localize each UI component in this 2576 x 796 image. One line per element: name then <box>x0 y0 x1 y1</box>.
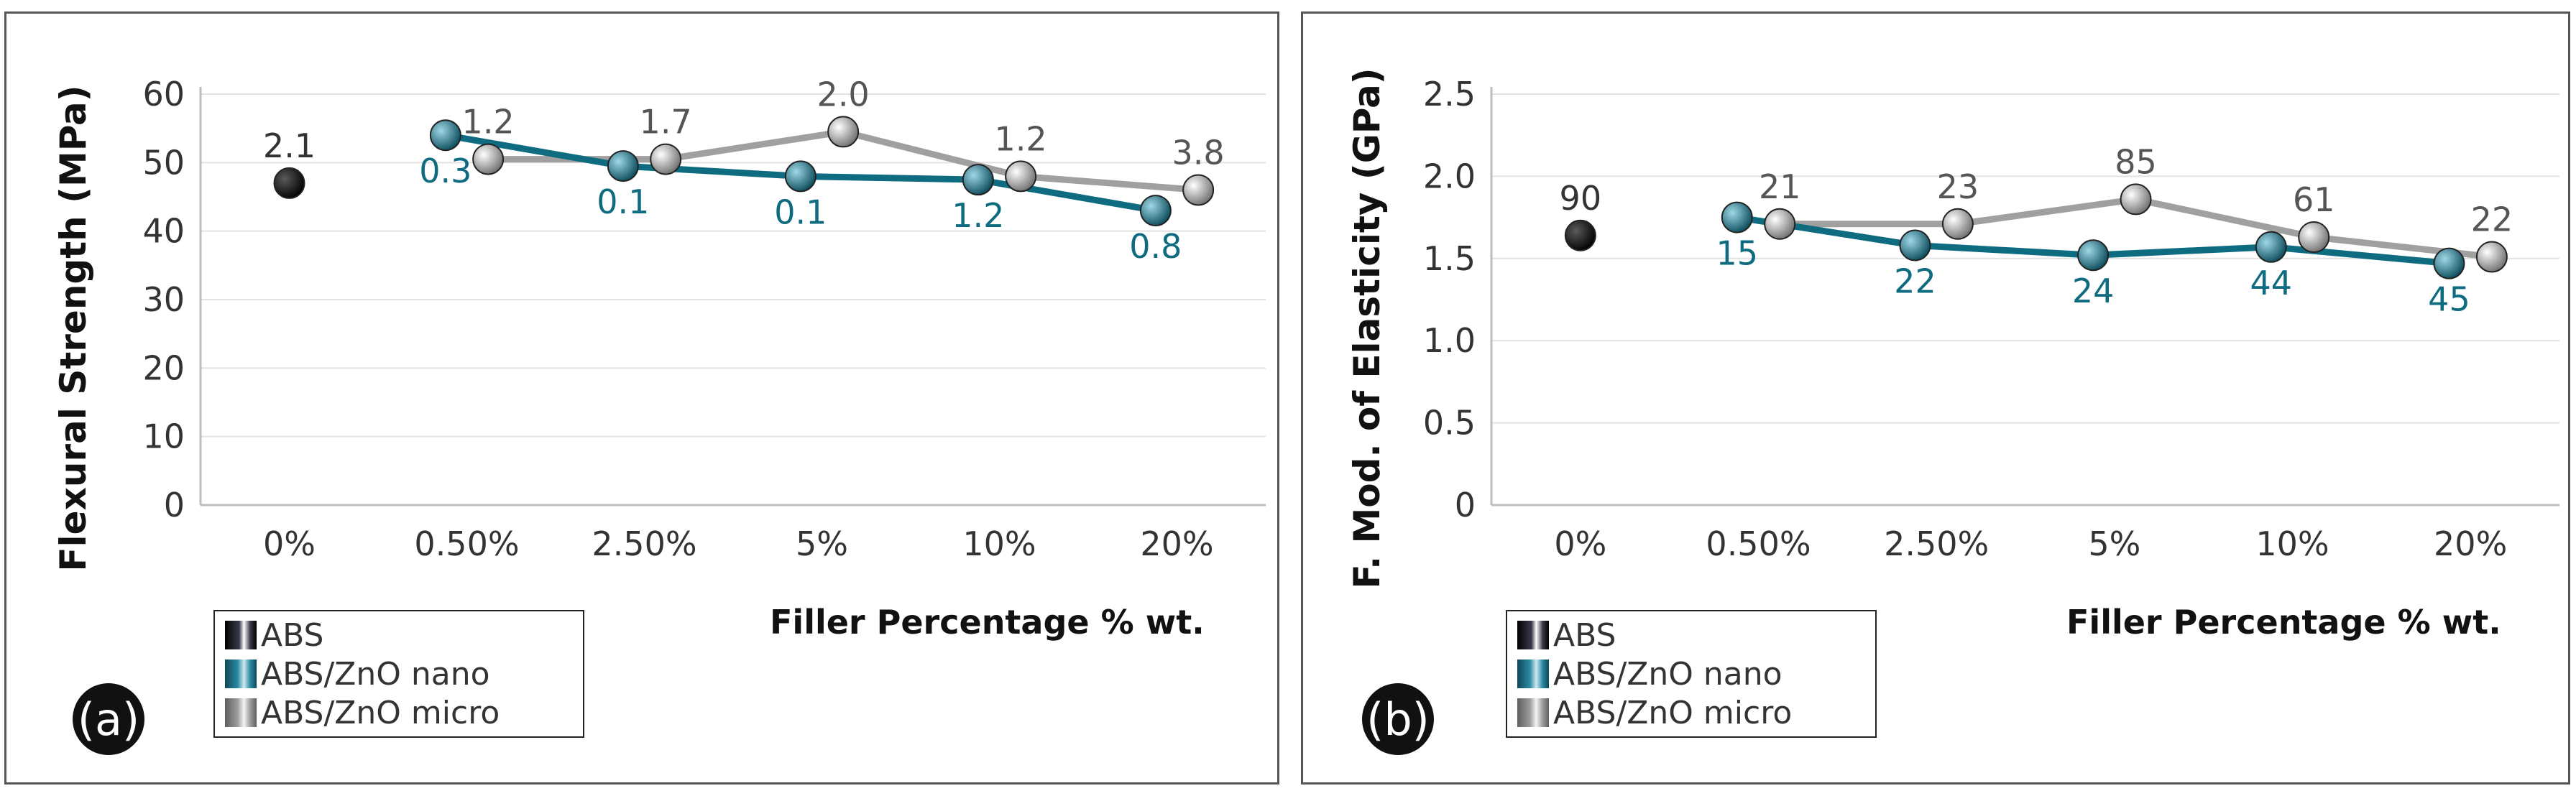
legend-label: ABS/ZnO micro <box>1553 694 1793 731</box>
chart-a-xlabel: Filler Percentage % wt. <box>770 603 1205 642</box>
data-point-micro <box>1182 174 1215 206</box>
data-point-nano <box>1139 195 1172 227</box>
x-tick-label: 10% <box>962 524 1036 563</box>
y-tick-label: 2.5 <box>1423 75 1476 114</box>
data-label-nano: 44 <box>2250 264 2293 302</box>
legend-label: ABS/ZnO nano <box>261 655 490 693</box>
legend-item-nano: ABS/ZnO nano <box>1517 654 1865 693</box>
data-point-micro <box>650 143 682 175</box>
y-tick-label: 20 <box>142 348 185 387</box>
y-tick-label: 30 <box>142 280 185 319</box>
data-label-micro: 1.2 <box>995 119 1047 158</box>
data-point-nano <box>607 150 639 182</box>
data-label-micro: 1.2 <box>462 103 515 142</box>
y-tick-label: 1.5 <box>1423 239 1476 278</box>
micro-swatch-icon <box>225 698 257 727</box>
y-tick-label: 1.0 <box>1423 321 1476 360</box>
chart-b-legend: ABS ABS/ZnO nano ABS/ZnO micro <box>1506 610 1877 738</box>
chart-a-svg: 0 10 20 30 40 50 60 0% 0.50% 2.50% 5% 10% 20% Flexura… <box>52 75 1266 572</box>
data-label-micro: 21 <box>1759 167 1801 206</box>
legend-label: ABS <box>261 616 324 654</box>
data-point-nano <box>2255 231 2287 263</box>
data-point-nano <box>2433 247 2465 279</box>
data-point-nano <box>2077 239 2110 272</box>
data-point-abs <box>273 167 305 199</box>
data-point-micro <box>827 116 860 148</box>
abs-swatch-icon <box>1517 621 1549 649</box>
x-tick-label: 0.50% <box>414 524 519 563</box>
data-label-micro: 85 <box>2115 142 2157 181</box>
chart-a-legend: ABS ABS/ZnO nano ABS/ZnO micro <box>213 610 584 738</box>
x-tick-label: 5% <box>2088 524 2140 563</box>
y-tick-label: 2.0 <box>1423 157 1476 195</box>
chart-panel-b: 0 0.5 1.0 1.5 2.0 2.5 0% 0.50% 2.50% 5% 10% 20% F. M… <box>1301 11 2570 785</box>
y-tick-label: 10 <box>142 417 185 456</box>
nano-swatch-icon <box>1517 660 1549 688</box>
panel-a-label: (a) <box>73 683 144 755</box>
data-point-micro <box>472 143 505 175</box>
x-tick-label: 5% <box>796 524 848 563</box>
data-point-nano <box>962 164 994 196</box>
y-tick-label: 40 <box>142 212 185 251</box>
data-label-micro: 23 <box>1937 167 1979 206</box>
y-tick-label: 50 <box>142 143 185 182</box>
nano-swatch-icon <box>225 660 257 688</box>
data-point-micro <box>2120 183 2152 216</box>
legend-label: ABS/ZnO micro <box>261 694 500 731</box>
data-point-micro <box>2475 241 2508 273</box>
data-point-nano <box>1899 229 1931 262</box>
x-tick-label: 20% <box>2434 524 2507 563</box>
data-label-nano: 0.3 <box>419 152 472 190</box>
data-label-micro: 61 <box>2293 180 2335 219</box>
data-label-nano: 22 <box>1894 262 1936 300</box>
y-tick-label: 0 <box>1455 486 1476 524</box>
data-point-nano <box>429 119 461 152</box>
data-label-micro: 22 <box>2471 200 2513 239</box>
data-label-nano: 15 <box>1716 234 1759 273</box>
x-tick-label: 20% <box>1140 524 1213 563</box>
data-label-nano: 0.1 <box>774 193 827 231</box>
x-tick-label: 10% <box>2255 524 2329 563</box>
legend-item-micro: ABS/ZnO micro <box>1517 693 1865 732</box>
data-point-micro <box>1941 208 1974 240</box>
data-point-micro <box>2298 221 2330 254</box>
data-label-micro: 3.8 <box>1172 133 1225 172</box>
data-point-micro <box>1764 208 1796 240</box>
x-tick-label: 2.50% <box>1884 524 1989 563</box>
abs-swatch-icon <box>225 621 257 649</box>
x-tick-label: 2.50% <box>592 524 696 563</box>
micro-swatch-icon <box>1517 698 1549 727</box>
chart-panel-a: 0 10 20 30 40 50 60 0% 0.50% 2.50% 5% 10% 20% Flexura… <box>4 11 1279 785</box>
y-tick-label: 60 <box>142 75 185 114</box>
x-tick-label: 0.50% <box>1706 524 1811 563</box>
panel-b-label: (b) <box>1362 683 1434 755</box>
data-point-nano <box>784 160 816 193</box>
data-label-nano: 0.8 <box>1129 227 1182 266</box>
data-label-nano: 1.2 <box>952 196 1004 235</box>
data-point-micro <box>1005 160 1037 193</box>
x-tick-label: 0% <box>263 524 316 563</box>
y-tick-label: 0.5 <box>1423 404 1476 443</box>
data-point-abs <box>1564 219 1596 251</box>
data-label-nano: 45 <box>2428 280 2470 319</box>
legend-label: ABS/ZnO nano <box>1553 655 1782 693</box>
data-point-nano <box>1721 201 1753 233</box>
data-label-nano: 24 <box>2072 272 2115 310</box>
y-axis-title: Flexural Strength (MPa) <box>52 85 94 571</box>
legend-item-micro: ABS/ZnO micro <box>225 693 573 732</box>
chart-b-xlabel: Filler Percentage % wt. <box>2066 603 2501 642</box>
y-tick-label: 0 <box>164 486 185 524</box>
x-tick-label: 0% <box>1554 524 1606 563</box>
y-axis-title: F. Mod. of Elasticity (GPa) <box>1346 68 1388 588</box>
data-label-nano: 0.1 <box>597 182 649 221</box>
legend-item-abs: ABS <box>225 616 573 654</box>
legend-item-nano: ABS/ZnO nano <box>225 654 573 693</box>
data-label-abs: 90 <box>1560 179 1602 218</box>
chart-b-svg: 00.51.01.52.02.50% 0.50% 2.50% 5% 10% 20%F. M… <box>1346 68 2559 589</box>
data-label-abs: 2.1 <box>263 126 316 165</box>
legend-item-abs: ABS <box>1517 616 1865 654</box>
data-label-micro: 1.7 <box>640 103 692 142</box>
data-label-micro: 2.0 <box>817 75 870 114</box>
legend-label: ABS <box>1553 616 1616 654</box>
